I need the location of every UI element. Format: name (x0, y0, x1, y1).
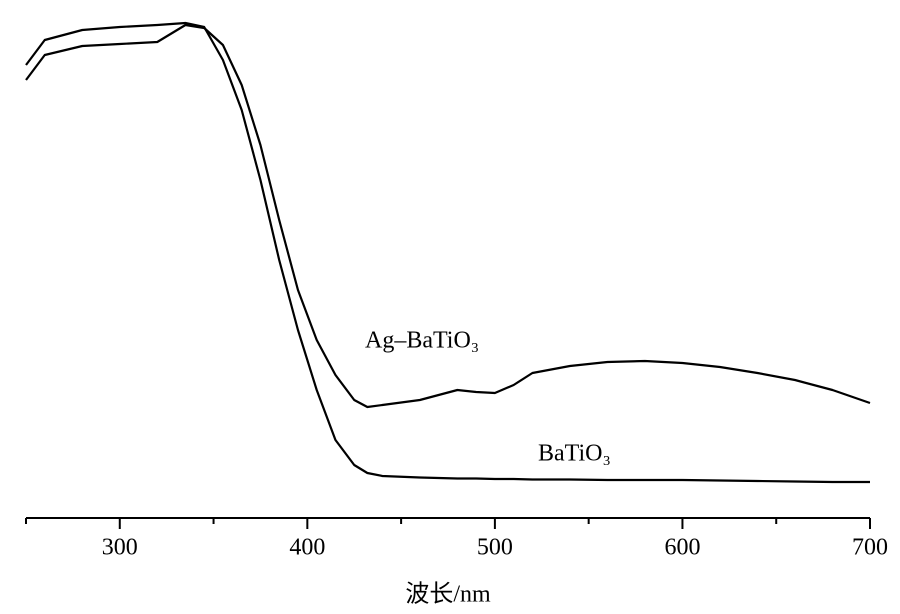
series-line (25, 23, 871, 409)
x-tick-label: 700 (852, 535, 888, 561)
series-line (25, 21, 870, 484)
series-label: BaTiO₃ (538, 441, 611, 467)
x-tick-label: 600 (664, 535, 700, 561)
x-tick-label: 300 (102, 535, 138, 561)
series-label: Ag–BaTiO₃ (365, 328, 479, 354)
x-tick-label: 400 (289, 535, 325, 561)
x-tick-label: 500 (477, 535, 513, 561)
x-axis-label: 波长/nm (405, 581, 491, 608)
